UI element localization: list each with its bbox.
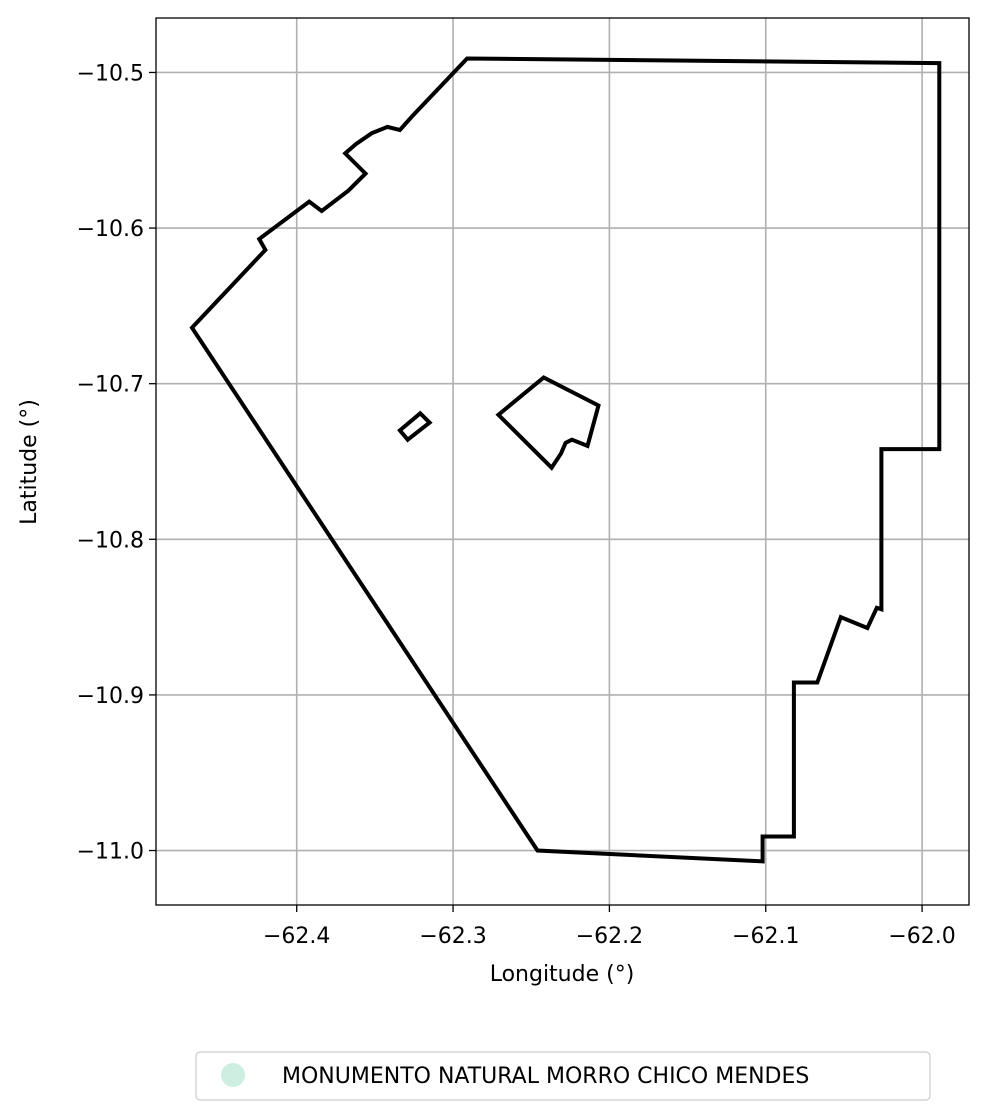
legend-entry-label: MONUMENTO NATURAL MORRO CHICO MENDES — [282, 1064, 809, 1089]
y-tick-label: −10.7 — [77, 373, 144, 398]
x-axis-label: Longitude (°) — [490, 962, 635, 987]
plot-frame — [155, 17, 970, 906]
x-tick-label: −62.3 — [419, 924, 486, 949]
x-axis-ticks: −62.4 −62.3 −62.2 −62.1 −62.0 — [263, 905, 956, 949]
hole-small-polygon — [397, 410, 433, 443]
grid-lines — [156, 18, 969, 905]
y-axis-label: Latitude (°) — [17, 399, 42, 525]
protected-area-boundary — [189, 56, 942, 864]
legend: MONUMENTO NATURAL MORRO CHICO MENDES — [195, 1051, 931, 1101]
x-tick-label: −62.1 — [732, 924, 799, 949]
x-tick-label: −62.0 — [888, 924, 955, 949]
legend-box — [195, 1051, 931, 1101]
y-tick-label: −11.0 — [77, 840, 144, 865]
y-tick-label: −10.9 — [77, 684, 144, 709]
x-tick-label: −62.2 — [576, 924, 643, 949]
outer-boundary-polygon — [189, 56, 942, 864]
y-tick-label: −10.5 — [77, 61, 144, 86]
y-tick-label: −10.6 — [77, 217, 144, 242]
x-tick-label: −62.4 — [263, 924, 330, 949]
y-axis-ticks: −10.5 −10.6 −10.7 −10.8 −10.9 −11.0 — [77, 61, 156, 865]
legend-marker-icon — [221, 1063, 245, 1087]
y-tick-label: −10.8 — [77, 528, 144, 553]
hole-large-polygon — [495, 375, 601, 471]
